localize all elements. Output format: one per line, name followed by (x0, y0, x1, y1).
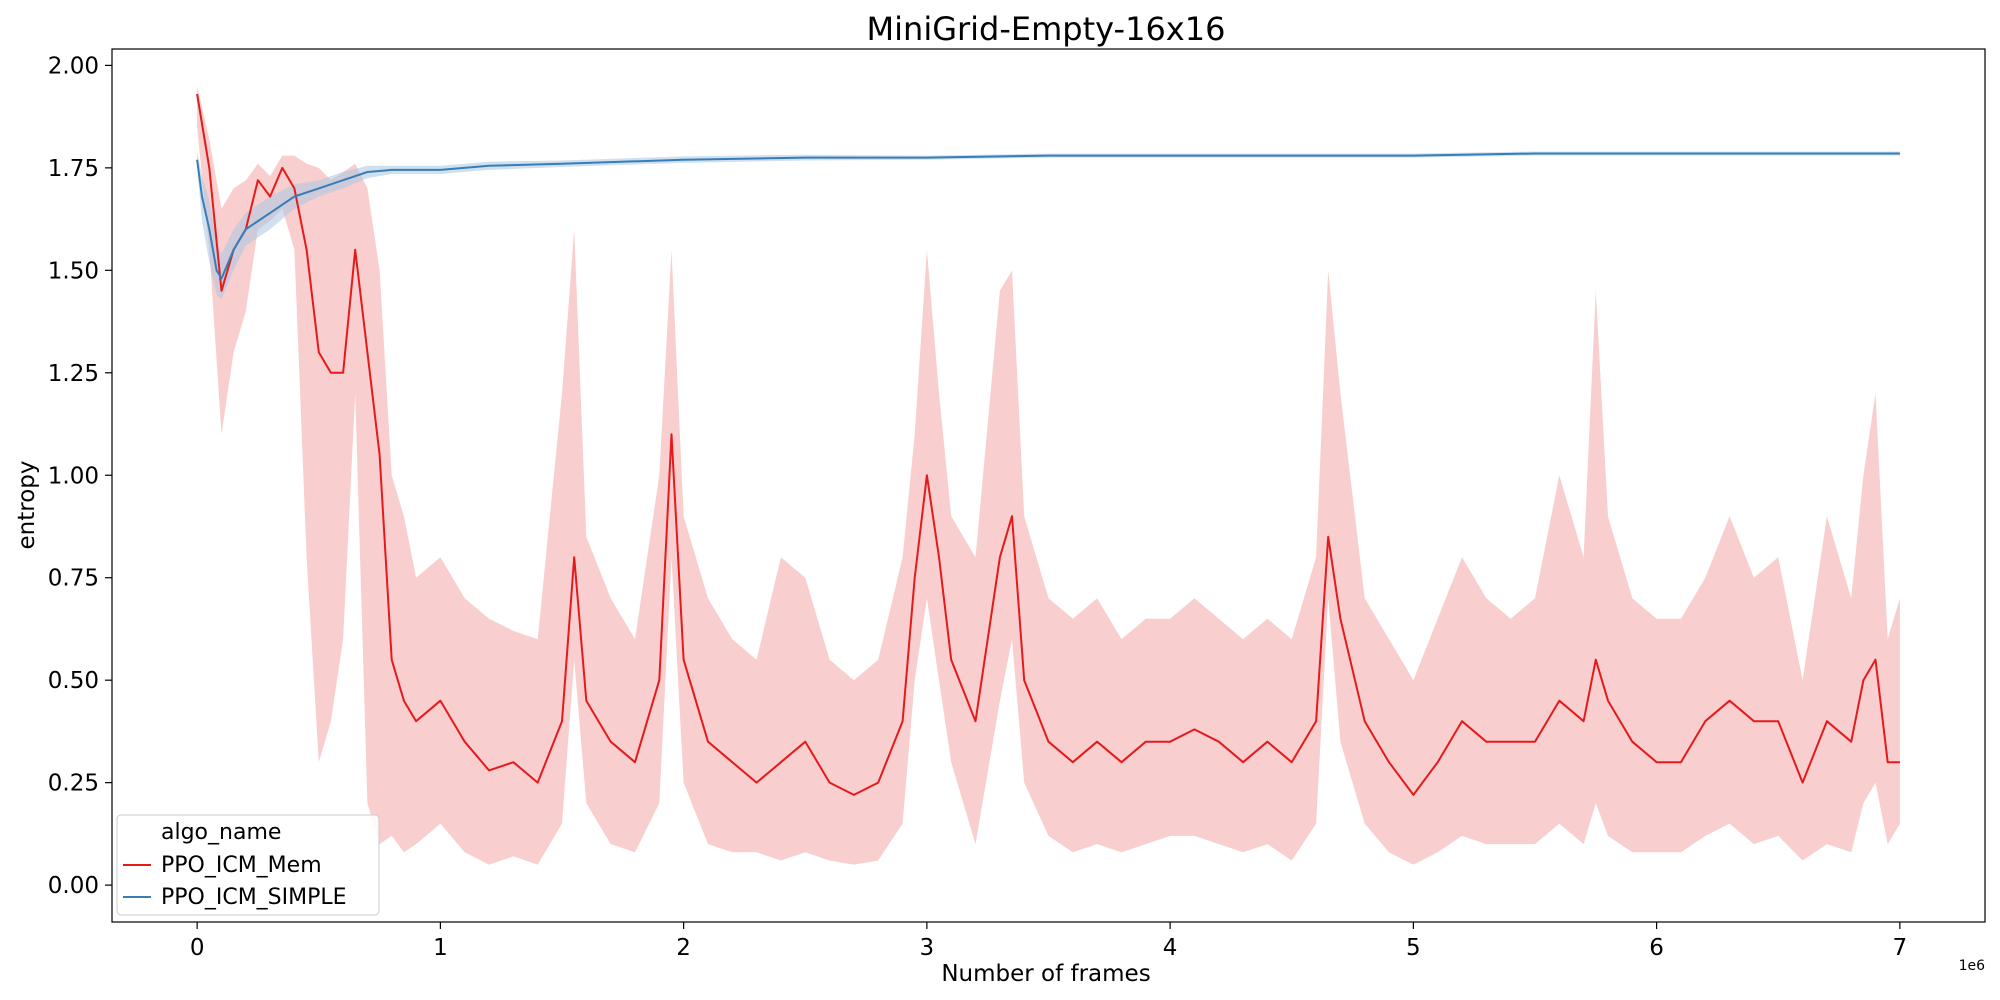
y-tick-label: 1.00 (48, 463, 99, 489)
confidence-bands (197, 85, 1900, 865)
legend: algo_name PPO_ICM_Mem PPO_ICM_SIMPLE (116, 814, 380, 916)
y-tick-label: 1.50 (48, 258, 99, 284)
x-axis: 0 1 2 3 4 5 6 7 (190, 922, 1907, 961)
y-tick-label: 0.25 (48, 771, 99, 797)
y-tick-label: 1.75 (48, 156, 99, 182)
line-ppo-icm-simple (196, 152, 1900, 280)
x-tick-label: 7 (1893, 935, 1908, 961)
x-tick-label: 3 (920, 935, 935, 961)
y-tick-label: 0.00 (48, 873, 99, 899)
y-tick-label: 0.75 (48, 566, 99, 592)
chart-title: MiniGrid-Empty-16x16 (867, 10, 1226, 48)
x-tick-label: 4 (1163, 935, 1178, 961)
legend-box (116, 814, 380, 916)
band-ppo-icm-mem (197, 85, 1900, 865)
x-tick-label: 0 (190, 935, 205, 961)
band-ppo-icm-simple (197, 151, 1900, 299)
legend-entry-ppo-icm-simple: PPO_ICM_SIMPLE (161, 885, 347, 910)
x-tick-label: 6 (1649, 935, 1664, 961)
plot-frame (111, 48, 1986, 923)
legend-title: algo_name (161, 820, 281, 845)
y-axis-label: entropy (14, 461, 40, 550)
series-lines (196, 93, 1900, 796)
y-tick-label: 2.00 (48, 53, 99, 79)
x-tick-label: 5 (1406, 935, 1421, 961)
x-axis-scale-label: 1e6 (1959, 958, 1986, 974)
x-tick-label: 1 (433, 935, 448, 961)
y-tick-label: 0.50 (48, 668, 99, 694)
x-tick-label: 2 (676, 935, 691, 961)
y-tick-label: 1.25 (48, 361, 99, 387)
x-axis-label: Number of frames (941, 961, 1150, 987)
legend-entry-ppo-icm-mem: PPO_ICM_Mem (161, 853, 322, 878)
line-ppo-icm-mem (196, 93, 1900, 796)
y-axis: 0.00 0.25 0.50 0.75 1.00 1.25 1.50 1.75 2.00 (48, 53, 112, 899)
